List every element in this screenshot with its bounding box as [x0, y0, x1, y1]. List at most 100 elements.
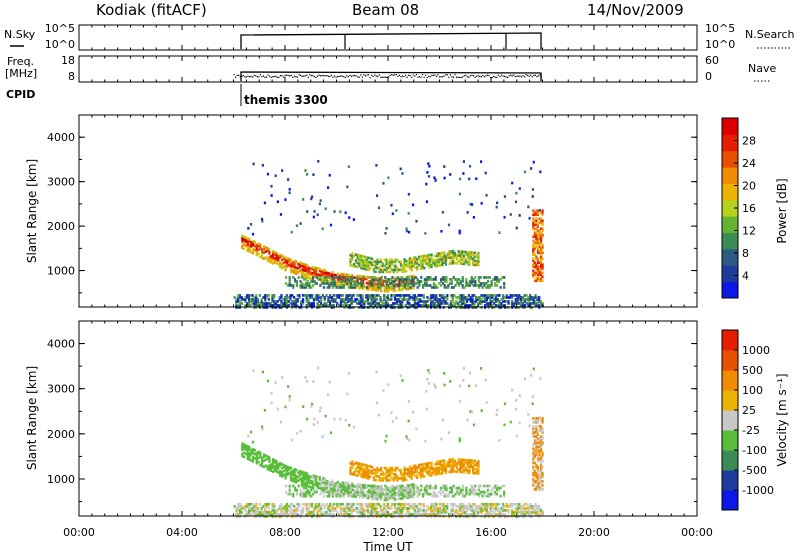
velocity-cell: [262, 459, 266, 463]
power-cell: [285, 282, 288, 285]
velocity-cell: [461, 458, 464, 462]
power-cell: [421, 263, 424, 266]
power-cell: [403, 266, 406, 269]
power-cell: [417, 300, 420, 303]
velocity-cell: [443, 465, 446, 469]
velocity-cell: [452, 459, 455, 463]
power-cell: [476, 284, 479, 287]
power-cell: [349, 259, 352, 263]
velocity-cell: [485, 509, 489, 512]
nave-dot: [435, 75, 438, 77]
velocity-cell: [451, 502, 454, 506]
power-cell: [321, 294, 325, 297]
velocity-cell: [249, 513, 252, 516]
velocity-cell: [284, 472, 287, 476]
power-cell: [457, 302, 460, 305]
velocity-cell: [339, 494, 342, 498]
power-cell: [306, 264, 309, 267]
power-cell: [441, 259, 444, 263]
velocity-cell: [301, 511, 305, 514]
velocity-cell: [518, 502, 521, 506]
power-cell: [315, 268, 318, 272]
power-cell: [417, 298, 420, 301]
velocity-cell: [480, 509, 483, 512]
power-cell: [472, 278, 475, 281]
velocity-cell: [532, 427, 535, 430]
velocity-cell: [268, 464, 271, 468]
power-cell: [385, 260, 388, 264]
velocity-cell: [368, 513, 371, 516]
power-cell: [525, 294, 528, 297]
velocity-cell: [509, 504, 512, 508]
power-cell: [413, 294, 416, 297]
velocity-cell: [331, 484, 335, 488]
velocity-cell: [536, 441, 540, 445]
velocity-cell: [367, 492, 370, 496]
velocity-cell: [445, 484, 448, 488]
velocity-cell: [301, 490, 304, 494]
nave-tick-top: 60: [705, 54, 719, 67]
power-cell: [299, 284, 302, 287]
power-cell: [353, 286, 356, 289]
power-cell: [392, 277, 395, 281]
velocity-cell: [264, 513, 267, 516]
velocity-cell: [287, 513, 290, 516]
velocity-cell: [277, 462, 280, 466]
power-cell: [410, 264, 413, 268]
nave-dot: [375, 75, 377, 77]
power-cell: [268, 260, 271, 263]
power-cell: [288, 259, 291, 263]
power-cell: [274, 304, 278, 307]
velocity-cell: [497, 488, 500, 492]
velocity-cell: [300, 480, 303, 484]
power-cell: [355, 280, 358, 283]
velocity-cell: [532, 477, 535, 481]
power-cell: [244, 238, 248, 241]
velocity-cell: [452, 467, 455, 471]
power-cell: [309, 271, 312, 274]
power-cell: [535, 221, 538, 225]
power-cell: [277, 258, 280, 262]
velocity-cell: [382, 492, 385, 496]
power-cell: [293, 263, 296, 267]
power-cell: [425, 254, 428, 258]
power-cell: [532, 257, 535, 261]
power-cell: [523, 294, 526, 297]
velocity-cell: [275, 470, 278, 473]
velocity-cell: [523, 506, 526, 510]
power-cell: [384, 231, 387, 235]
power-cell: [532, 213, 535, 217]
velocity-cell: [535, 439, 538, 442]
velocity-cell: [525, 502, 528, 506]
power-cell: [465, 280, 468, 283]
power-cell: [257, 252, 260, 256]
power-cell: [539, 300, 543, 303]
power-cell: [471, 261, 475, 265]
velocity-cell: [411, 490, 414, 494]
nave-dots: [233, 74, 543, 79]
power-cell: [484, 298, 487, 301]
velocity-cell: [416, 470, 419, 473]
velocity-cell: [472, 486, 475, 490]
velocity-cell: [397, 513, 400, 516]
power-cell: [468, 251, 471, 254]
power-cell: [369, 276, 372, 279]
velocity-cell: [448, 464, 451, 468]
power-cell: [448, 254, 451, 257]
power-cell: [407, 192, 410, 196]
power-cell: [447, 223, 451, 227]
power-cell: [265, 294, 269, 297]
power-cell: [422, 296, 425, 299]
power-cell: [407, 278, 410, 281]
power-cell: [238, 294, 242, 297]
velocity-cell: [356, 485, 359, 488]
velocity-cell: [507, 504, 510, 508]
nave-dot: [340, 75, 342, 77]
velocity-cell: [445, 486, 448, 490]
velocity-cell: [536, 485, 540, 489]
power-cell: [304, 169, 307, 172]
power-cell: [416, 259, 419, 263]
power-cell: [529, 294, 532, 297]
power-cell: [498, 231, 501, 235]
power-cell: [515, 226, 518, 230]
